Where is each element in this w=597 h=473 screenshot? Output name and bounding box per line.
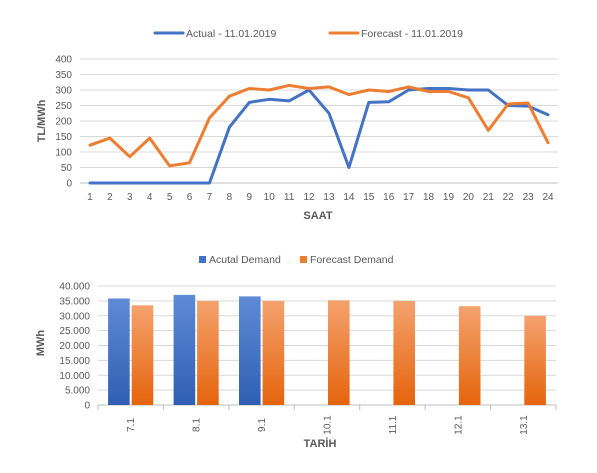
legend-label-forecast: Forecast - 11.01.2019 xyxy=(361,28,463,40)
x-tick-label: 3 xyxy=(127,192,133,203)
forecast-demand-bar xyxy=(458,306,481,405)
x-tick-label: 11.1 xyxy=(388,415,399,434)
y-tick-label: 50 xyxy=(61,163,73,174)
y-tick-label: 150 xyxy=(55,132,72,143)
legend-swatch-actual-demand xyxy=(199,256,206,263)
line-chart-legend: Actual - 11.01.2019 Forecast - 11.01.201… xyxy=(153,28,463,40)
forecast-demand-bar xyxy=(131,305,154,405)
y-tick-label: 25.000 xyxy=(59,326,90,337)
y-tick-label: 0 xyxy=(66,179,72,190)
x-tick-labels: 1 2 3 4 5 6 7 8 9 10 11 12 13 14 15 16 17 18 19 20 21 22 23 24 xyxy=(87,192,554,203)
x-tick-label: 16 xyxy=(383,192,395,203)
x-tick-label: 22 xyxy=(503,192,515,203)
forecast-demand-bar xyxy=(328,300,350,405)
x-tick-label: 15 xyxy=(363,192,375,203)
bars xyxy=(108,294,546,406)
x-tick-label: 8.1 xyxy=(192,418,203,432)
actual-demand-bar xyxy=(239,296,261,405)
x-tick-label: 4 xyxy=(147,192,153,203)
y-tick-label: 250 xyxy=(55,101,72,112)
legend-label-actual: Actual - 11.01.2019 xyxy=(186,28,276,40)
forecast-demand-bar xyxy=(197,300,219,405)
forecast-demand-bar xyxy=(262,300,285,405)
x-tick-label: 12 xyxy=(303,192,315,203)
y-tick-label: 35.000 xyxy=(59,296,90,307)
x-tick-label: 9.1 xyxy=(257,418,268,432)
x-axis-title: TARİH xyxy=(304,437,337,450)
y-tick-labels: 0 50 100 150 200 250 300 350 400 xyxy=(55,55,72,190)
x-tick-label: 14 xyxy=(343,192,355,203)
actual-demand-bar xyxy=(173,294,196,405)
forecast-series-line xyxy=(88,83,550,168)
x-tick-label: 18 xyxy=(423,192,435,203)
y-tick-label: 30.000 xyxy=(59,311,90,322)
x-tick-label: 6 xyxy=(187,192,193,203)
y-tick-label: 15.000 xyxy=(59,356,90,367)
x-tick-label: 5 xyxy=(167,192,173,203)
y-gridlines xyxy=(80,58,558,184)
x-tick-label: 9 xyxy=(247,192,253,203)
x-axis-title: SAAT xyxy=(303,210,332,222)
y-tick-labels: 0 5.000 10.000 15.000 20.000 25.000 30.000 35.0… xyxy=(59,282,90,412)
bar-chart-legend: Acutal Demand Forecast Demand xyxy=(199,254,394,266)
y-tick-label: 40.000 xyxy=(59,282,90,293)
x-tick-label: 23 xyxy=(523,192,535,203)
y-tick-label: 350 xyxy=(55,70,72,81)
y-axis-title: TL/MWh xyxy=(36,99,48,142)
y-tick-label: 400 xyxy=(55,55,72,66)
x-tick-label: 17 xyxy=(403,192,415,203)
x-tick-label: 10.1 xyxy=(323,415,334,435)
y-tick-label: 0 xyxy=(84,401,90,412)
x-tick-labels: 7.1 8.1 9.1 10.1 11.1 12.1 13.1 xyxy=(126,415,530,435)
x-tick-label: 13 xyxy=(323,192,335,203)
forecast-demand-bar xyxy=(393,300,415,405)
x-tick-label: 13.1 xyxy=(519,415,530,435)
x-tick-label: 20 xyxy=(463,192,475,203)
actual-series-line xyxy=(88,87,550,185)
y-tick-label: 5.000 xyxy=(65,386,90,397)
y-tick-label: 300 xyxy=(55,86,72,97)
forecast-demand-bar xyxy=(524,315,546,406)
legend-label-forecast-demand: Forecast Demand xyxy=(310,254,394,266)
y-tick-label: 20.000 xyxy=(59,341,90,352)
y-tick-label: 10.000 xyxy=(59,371,90,382)
x-tick-label: 7 xyxy=(207,192,213,203)
actual-demand-bar xyxy=(108,298,130,405)
x-tick-label: 12.1 xyxy=(453,415,464,435)
x-tick-label: 11 xyxy=(284,192,295,203)
series-lines xyxy=(88,83,550,185)
y-tick-label: 200 xyxy=(55,117,72,128)
y-tick-label: 100 xyxy=(55,148,72,159)
x-tick-label: 21 xyxy=(483,192,495,203)
x-tick-label: 24 xyxy=(542,192,554,203)
x-tick-label: 10 xyxy=(264,192,276,203)
hourly-price-line-chart: Actual - 11.01.2019 Forecast - 11.01.201… xyxy=(36,28,558,222)
legend-swatch-forecast-demand xyxy=(300,256,307,263)
x-tick-label: 1 xyxy=(87,192,93,203)
x-tick-label: 19 xyxy=(443,192,455,203)
y-gridlines xyxy=(97,285,557,410)
x-tick-label: 8 xyxy=(227,192,233,203)
y-axis-title: MWh xyxy=(35,330,47,357)
x-tick-label: 7.1 xyxy=(126,418,137,432)
legend-label-actual-demand: Acutal Demand xyxy=(209,254,281,266)
daily-demand-bar-chart: Acutal Demand Forecast Demand 0 5.000 10.0… xyxy=(35,254,557,450)
x-tick-label: 2 xyxy=(107,192,113,203)
